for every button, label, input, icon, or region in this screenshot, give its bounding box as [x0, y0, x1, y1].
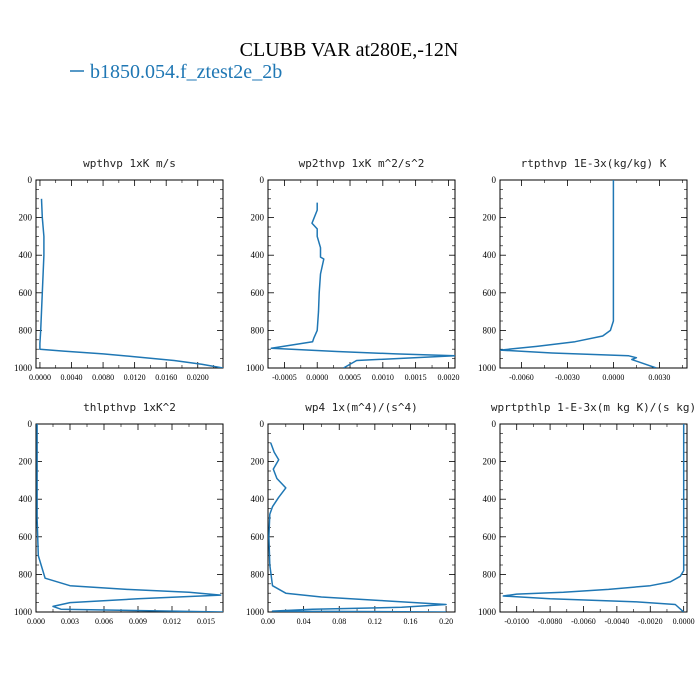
- series-line: [500, 180, 657, 368]
- panel-title: wpthvp 1xK m/s: [83, 157, 176, 170]
- y-tick-label: 600: [483, 288, 497, 298]
- series-line: [36, 424, 223, 612]
- y-tick-label: 400: [19, 494, 33, 504]
- y-tick-label: 200: [251, 457, 265, 467]
- y-tick-label: 800: [251, 325, 265, 335]
- x-tick-label: 0.0080: [92, 373, 114, 382]
- x-tick-label: 0.04: [297, 617, 311, 626]
- y-tick-label: 800: [251, 569, 265, 579]
- panel-frame: [499, 179, 688, 369]
- x-tick-label: -0.0005: [272, 373, 297, 382]
- x-tick-label: 0.006: [95, 617, 113, 626]
- panel-frame: [267, 423, 456, 613]
- panel-frame: [267, 179, 456, 369]
- y-tick-label: 800: [19, 569, 33, 579]
- x-tick-label: 0.015: [197, 617, 215, 626]
- y-tick-label: 1000: [14, 607, 33, 617]
- series-line: [270, 202, 455, 368]
- y-tick-label: 400: [483, 494, 497, 504]
- x-tick-label: 0.12: [368, 617, 382, 626]
- x-tick-label: -0.0040: [605, 617, 630, 626]
- y-tick-label: 0: [260, 175, 265, 185]
- x-tick-label: 0.0120: [124, 373, 146, 382]
- y-tick-label: 600: [19, 532, 33, 542]
- y-tick-label: 0: [260, 419, 265, 429]
- y-tick-label: 0: [28, 419, 33, 429]
- panel-title: wprtpthlp 1-E-3x(m kg K)/(s kg): [491, 401, 696, 414]
- y-tick-label: 800: [483, 325, 497, 335]
- legend-label: b1850.054.f_ztest2e_2b: [90, 61, 282, 83]
- x-tick-label: 0.0020: [437, 373, 459, 382]
- y-tick-label: 200: [19, 213, 33, 223]
- x-tick-label: -0.0020: [638, 617, 663, 626]
- y-tick-label: 600: [251, 532, 265, 542]
- x-tick-label: 0.0000: [306, 373, 328, 382]
- series-line: [502, 424, 685, 612]
- y-tick-label: 600: [251, 288, 265, 298]
- y-tick-label: 0: [28, 175, 33, 185]
- x-tick-label: 0.0010: [372, 373, 394, 382]
- y-tick-label: 200: [19, 457, 33, 467]
- x-tick-label: 0.0040: [61, 373, 83, 382]
- y-tick-label: 1000: [14, 363, 33, 373]
- y-tick-label: 200: [483, 457, 497, 467]
- y-tick-label: 400: [483, 250, 497, 260]
- y-tick-label: 600: [19, 288, 33, 298]
- x-tick-label: 0.0160: [155, 373, 177, 382]
- series-line: [268, 442, 447, 612]
- panel-title: wp4 1x(m^4)/(s^4): [305, 401, 418, 414]
- y-tick-label: 0: [492, 419, 497, 429]
- x-tick-label: 0.0015: [405, 373, 427, 382]
- x-tick-label: 0.009: [129, 617, 147, 626]
- y-tick-label: 400: [251, 250, 265, 260]
- x-tick-label: -0.0060: [571, 617, 596, 626]
- figure-legend: b1850.054.f_ztest2e_2b: [70, 61, 282, 83]
- y-tick-label: 200: [483, 213, 497, 223]
- panel-title: rtpthvp 1E-3x(kg/kg) K: [521, 157, 667, 170]
- panel-frame: [35, 179, 224, 369]
- x-tick-label: 0.000: [27, 617, 45, 626]
- x-tick-label: -0.0060: [509, 373, 534, 382]
- panel-title: wp2thvp 1xK m^2/s^2: [299, 157, 425, 170]
- y-tick-label: 600: [483, 532, 497, 542]
- y-tick-label: 1000: [478, 607, 497, 617]
- series-line: [39, 198, 223, 368]
- y-tick-label: 200: [251, 213, 265, 223]
- y-tick-label: 400: [19, 250, 33, 260]
- x-tick-label: 0.0000: [29, 373, 51, 382]
- y-tick-label: 400: [251, 494, 265, 504]
- x-tick-label: 0.20: [439, 617, 453, 626]
- x-tick-label: 0.08: [332, 617, 346, 626]
- panel-title: thlpthvp 1xK^2: [83, 401, 176, 414]
- y-tick-label: 0: [492, 175, 497, 185]
- x-tick-label: 0.00: [261, 617, 275, 626]
- y-tick-label: 1000: [246, 607, 265, 617]
- x-tick-label: 0.0000: [673, 617, 695, 626]
- figure-title: CLUBB VAR at280E,-12N: [240, 39, 459, 61]
- x-tick-label: 0.003: [61, 617, 79, 626]
- y-tick-label: 1000: [246, 363, 265, 373]
- x-tick-label: 0.16: [403, 617, 417, 626]
- panel-3: rtpthvp 1E-3x(kg/kg) K 0 200 400 600 800 1000 -…: [478, 157, 688, 382]
- x-tick-label: -0.0080: [538, 617, 563, 626]
- panel-2: wp2thvp 1xK m^2/s^2 0 200 400 600 800 1000 -0.0…: [246, 157, 459, 382]
- y-tick-label: 800: [19, 325, 33, 335]
- y-tick-label: 1000: [478, 363, 497, 373]
- x-tick-label: -0.0100: [504, 617, 529, 626]
- x-tick-label: 0.012: [163, 617, 181, 626]
- y-tick-label: 800: [483, 569, 497, 579]
- panel-6: wprtpthlp 1-E-3x(m kg K)/(s kg) 0 200 400 60…: [478, 401, 696, 626]
- x-tick-label: 0.0005: [339, 373, 361, 382]
- x-tick-label: 0.0200: [187, 373, 209, 382]
- x-tick-label: 0.0030: [648, 373, 670, 382]
- x-tick-label: 0.0000: [602, 373, 624, 382]
- x-tick-label: -0.0030: [555, 373, 580, 382]
